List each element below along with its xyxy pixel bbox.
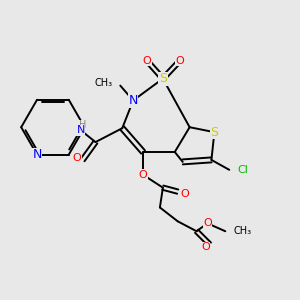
Text: O: O: [201, 242, 210, 252]
Text: CH₃: CH₃: [94, 78, 112, 88]
Text: O: O: [143, 56, 152, 66]
Text: S: S: [159, 72, 167, 85]
Text: O: O: [72, 153, 81, 163]
Text: O: O: [180, 189, 189, 199]
Text: N: N: [32, 148, 42, 161]
Text: O: O: [139, 170, 147, 180]
Text: Cl: Cl: [237, 165, 248, 175]
Text: S: S: [210, 126, 218, 139]
Text: CH₃: CH₃: [233, 226, 251, 236]
Text: O: O: [203, 218, 212, 228]
Text: H: H: [79, 120, 86, 130]
Text: N: N: [76, 125, 85, 135]
Text: N: N: [128, 94, 138, 107]
Text: O: O: [175, 56, 184, 66]
